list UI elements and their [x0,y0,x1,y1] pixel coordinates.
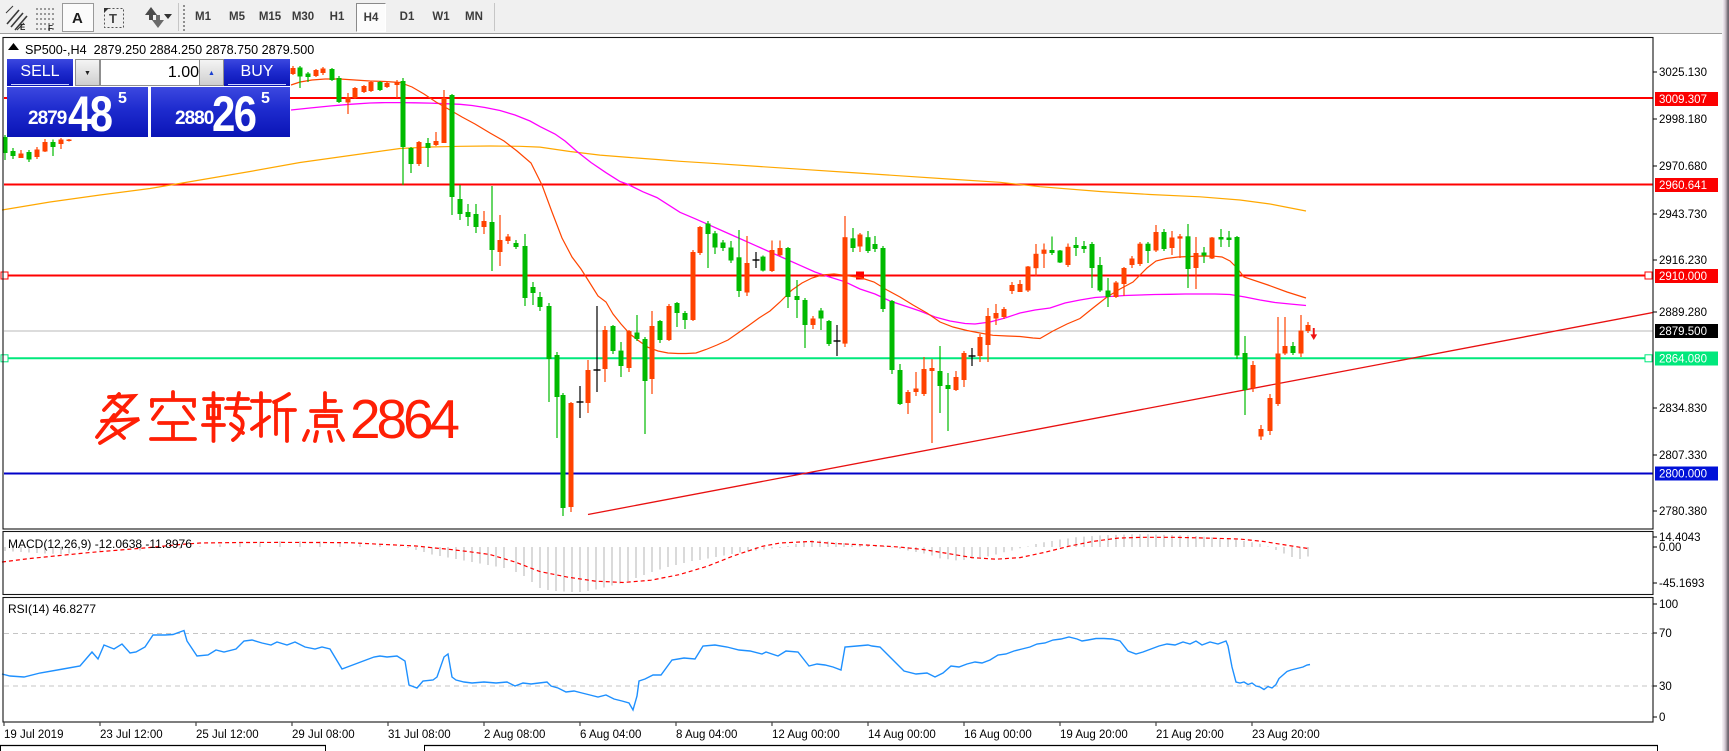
svg-text:3009.307: 3009.307 [1659,94,1707,106]
svg-text:2879.500: 2879.500 [1659,326,1707,338]
svg-text:SP500-,H4 2879.250 2884.250 2: SP500-,H4 2879.250 2884.250 2878.750 287… [25,43,314,57]
svg-text:31 Jul 08:00: 31 Jul 08:00 [388,729,451,741]
svg-text:2807.330: 2807.330 [1659,450,1707,462]
svg-text:0: 0 [1659,712,1665,724]
svg-text:25 Jul 12:00: 25 Jul 12:00 [196,729,259,741]
svg-text:2800.000: 2800.000 [1659,469,1707,481]
svg-text:A: A [72,10,83,27]
svg-text:-45.1693: -45.1693 [1659,578,1704,590]
svg-text:2864.080: 2864.080 [1659,354,1707,366]
svg-text:23 Aug 20:00: 23 Aug 20:00 [1252,729,1320,741]
svg-text:8 Aug 04:00: 8 Aug 04:00 [676,729,737,741]
svg-text:21 Aug 20:00: 21 Aug 20:00 [1156,729,1224,741]
svg-text:2864: 2864 [350,388,460,450]
svg-text:T: T [109,11,117,26]
svg-text:MACD(12,26,9) -12.0638 -11.897: MACD(12,26,9) -12.0638 -11.8976 [8,537,192,551]
svg-text:2889.280: 2889.280 [1659,307,1707,319]
svg-text:2960.641: 2960.641 [1659,180,1707,192]
svg-text:3025.130: 3025.130 [1659,67,1707,79]
svg-text:2970.680: 2970.680 [1659,161,1707,173]
svg-text:100: 100 [1659,599,1678,611]
svg-text:RSI(14) 46.8277: RSI(14) 46.8277 [8,602,96,616]
svg-text:2943.730: 2943.730 [1659,209,1707,221]
svg-text:19 Aug 20:00: 19 Aug 20:00 [1060,729,1128,741]
svg-text:2998.180: 2998.180 [1659,114,1707,126]
svg-text:2910.000: 2910.000 [1659,271,1707,283]
svg-text:30: 30 [1659,681,1672,693]
svg-text:12 Aug 00:00: 12 Aug 00:00 [772,729,840,741]
svg-text:6 Aug 04:00: 6 Aug 04:00 [580,729,641,741]
svg-text:16 Aug 00:00: 16 Aug 00:00 [964,729,1032,741]
svg-text:14.4043: 14.4043 [1659,532,1701,544]
svg-text:2834.830: 2834.830 [1659,403,1707,415]
svg-text:2780.380: 2780.380 [1659,506,1707,518]
svg-text:0.00: 0.00 [1659,542,1681,554]
svg-text:F: F [48,24,53,33]
svg-text:2 Aug 08:00: 2 Aug 08:00 [484,729,545,741]
svg-text:2916.230: 2916.230 [1659,255,1707,267]
svg-text:29 Jul 08:00: 29 Jul 08:00 [292,729,355,741]
svg-text:14 Aug 00:00: 14 Aug 00:00 [868,729,936,741]
svg-text:E: E [20,23,26,32]
svg-text:70: 70 [1659,628,1672,640]
svg-text:23 Jul 12:00: 23 Jul 12:00 [100,729,163,741]
svg-text:19 Jul 2019: 19 Jul 2019 [4,729,63,741]
